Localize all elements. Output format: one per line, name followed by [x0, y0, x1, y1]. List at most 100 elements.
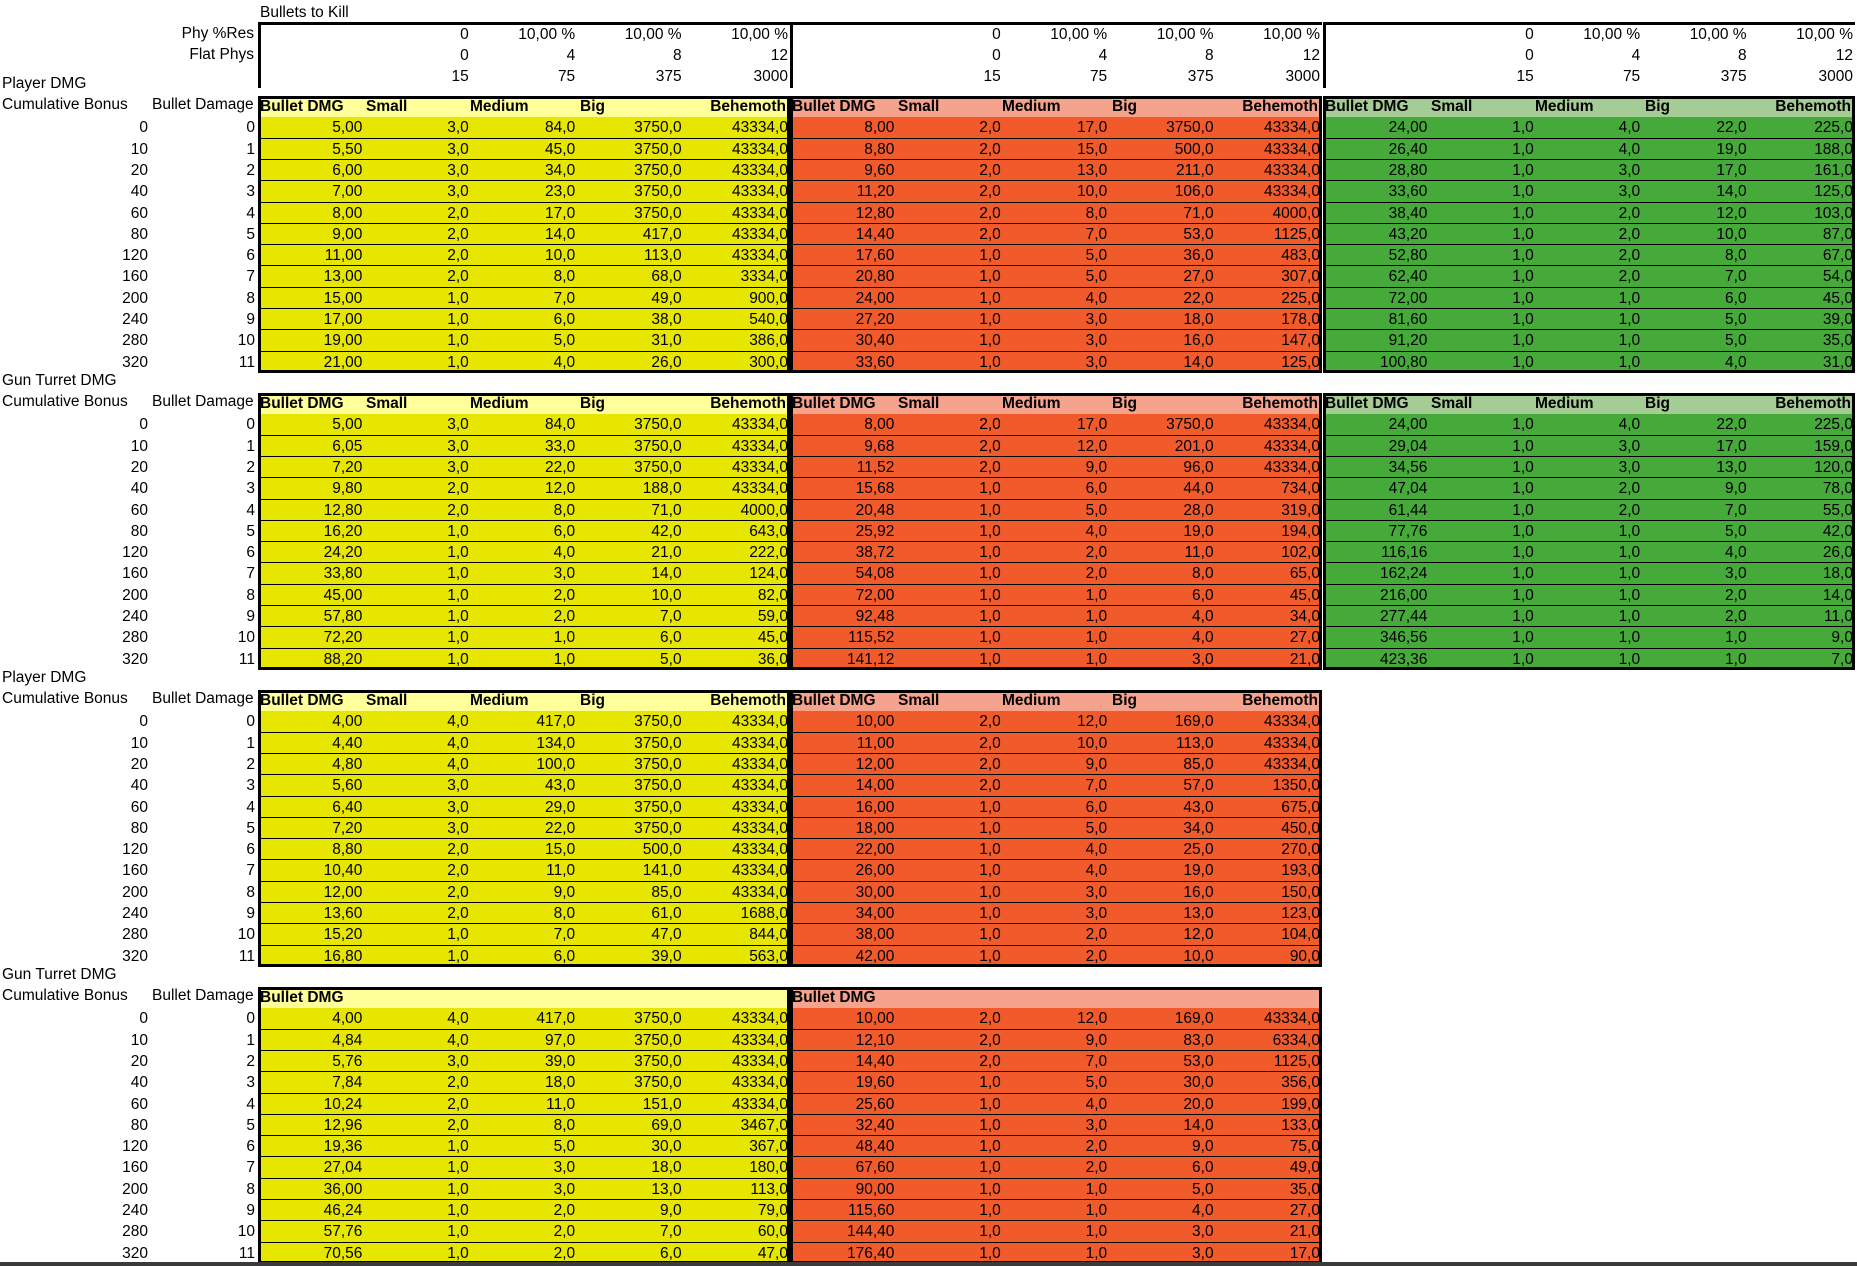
row-divider — [258, 329, 790, 331]
big-cell: 13,0 — [577, 1178, 684, 1200]
small-cell: 1,0 — [896, 584, 1003, 606]
small-cell: 1,0 — [1429, 245, 1536, 267]
data-block-red — [790, 987, 1322, 1264]
medium-cell: 1,0 — [1002, 1200, 1110, 1222]
cumulative-bonus-header: Cumulative Bonus — [2, 690, 128, 707]
col-bullet-dmg: Bullet DMG — [260, 989, 344, 1006]
behemoth-cell: 367,0 — [683, 1136, 790, 1158]
behemoth-cell: 42,0 — [1748, 520, 1855, 543]
row-divider — [790, 1092, 1322, 1094]
bullet-dmg-cell: 7,00 — [258, 181, 365, 203]
behemoth-cell: 125,0 — [1748, 181, 1855, 203]
flat-phys-value: 4 — [1098, 47, 1108, 64]
medium-cell: 1,0 — [1535, 351, 1643, 373]
medium-cell: 10,0 — [470, 245, 578, 267]
behemoth-cell: 319,0 — [1215, 499, 1322, 521]
small-cell: 1,0 — [1429, 520, 1536, 543]
row-divider — [790, 519, 1322, 521]
medium-cell: 3,0 — [1535, 159, 1643, 182]
bullet-dmg-cell: 10,40 — [258, 860, 365, 882]
medium-cell: 8,0 — [470, 1114, 578, 1137]
medium-cell: 2,0 — [470, 606, 578, 628]
big-cell: 113,0 — [577, 245, 684, 267]
medium-cell: 2,0 — [1002, 1136, 1110, 1158]
bullet-dmg-cell: 14,40 — [790, 1050, 897, 1073]
small-cell: 1,0 — [1429, 414, 1536, 436]
big-cell: 9,0 — [1109, 1136, 1216, 1158]
medium-cell: 10,0 — [1002, 181, 1110, 203]
bullet-dmg-cell: 100,80 — [1323, 351, 1430, 373]
small-cell: 1,0 — [1429, 584, 1536, 606]
bonus-value: 280 — [122, 332, 148, 350]
row-divider — [790, 583, 1322, 585]
behemoth-cell: 43334,0 — [683, 202, 790, 224]
bonus-value: 240 — [122, 311, 148, 328]
flat-phys-label: Flat Phys — [189, 46, 254, 63]
bonus-value: 60 — [130, 501, 148, 519]
bullet-level-value: 2 — [246, 755, 255, 773]
big-cell: 5,0 — [1642, 330, 1749, 352]
behemoth-cell: 43334,0 — [683, 456, 790, 479]
medium-cell: 15,0 — [1002, 138, 1110, 160]
row-divider — [790, 944, 1322, 946]
col-big: Big — [1112, 98, 1137, 115]
row-divider — [258, 1071, 790, 1073]
behemoth-cell: 47,0 — [683, 1242, 790, 1264]
bonus-value: 80 — [130, 522, 148, 540]
behemoth-cell: 11,0 — [1748, 606, 1855, 628]
bullet-dmg-cell: 5,76 — [258, 1050, 365, 1073]
row-divider — [258, 902, 790, 903]
section-title: Player DMG — [2, 669, 87, 686]
bullet-level-value: 5 — [246, 522, 255, 540]
col-small: Small — [366, 692, 408, 709]
bullet-dmg-cell: 28,80 — [1323, 159, 1430, 182]
cumulative-bonus-header: Cumulative Bonus — [2, 393, 128, 410]
behemoth-cell: 161,0 — [1748, 159, 1855, 182]
small-cell: 2,0 — [364, 499, 471, 521]
behemoth-cell: 54,0 — [1748, 266, 1855, 288]
small-cell: 1,0 — [1429, 309, 1536, 331]
medium-cell: 1,0 — [1535, 309, 1643, 331]
bonus-value: 200 — [122, 289, 148, 307]
behemoth-cell: 21,0 — [1215, 1221, 1322, 1243]
small-cell: 1,0 — [364, 1200, 471, 1222]
medium-cell: 4,0 — [1535, 117, 1643, 139]
bullet-dmg-cell: 42,00 — [790, 945, 897, 967]
medium-cell: 2,0 — [1535, 266, 1643, 288]
big-cell: 11,0 — [1109, 542, 1216, 564]
medium-cell: 1,0 — [1002, 1242, 1110, 1264]
big-cell: 28,0 — [1109, 499, 1216, 521]
bullet-dmg-cell: 8,00 — [790, 414, 897, 436]
small-cell: 2,0 — [896, 1050, 1003, 1073]
enemy-hp-value: 15 — [1516, 68, 1534, 85]
medium-cell: 3,0 — [1002, 1114, 1110, 1137]
medium-cell: 4,0 — [1002, 839, 1110, 861]
medium-cell: 3,0 — [1002, 309, 1110, 331]
medium-cell: 1,0 — [1002, 584, 1110, 606]
medium-cell: 23,0 — [470, 181, 578, 203]
behemoth-cell: 113,0 — [683, 1178, 790, 1200]
behemoth-cell: 4000,0 — [683, 499, 790, 521]
behemoth-cell: 27,0 — [1215, 627, 1322, 649]
bullet-dmg-cell: 16,00 — [790, 796, 897, 818]
flat-phys-value: 12 — [1835, 47, 1853, 64]
bullet-dmg-cell: 16,20 — [258, 520, 365, 543]
big-cell: 22,0 — [1109, 287, 1216, 309]
bullet-dmg-cell: 6,00 — [258, 159, 365, 182]
big-cell: 39,0 — [577, 945, 684, 967]
small-cell: 1,0 — [1429, 542, 1536, 564]
flat-phys-value: 8 — [1204, 47, 1214, 64]
bullet-level-value: 6 — [246, 841, 255, 859]
bullet-level-value: 10 — [237, 629, 255, 647]
small-cell: 1,0 — [364, 606, 471, 628]
small-cell: 2,0 — [364, 245, 471, 267]
bonus-value: 240 — [122, 905, 148, 922]
big-cell: 3750,0 — [577, 817, 684, 840]
small-cell: 1,0 — [364, 542, 471, 564]
small-cell: 3,0 — [364, 775, 471, 797]
big-cell: 3750,0 — [577, 181, 684, 203]
data-block-yellow — [258, 987, 790, 1264]
bullet-dmg-cell: 32,40 — [790, 1114, 897, 1137]
bullet-dmg-cell: 12,00 — [258, 881, 365, 903]
